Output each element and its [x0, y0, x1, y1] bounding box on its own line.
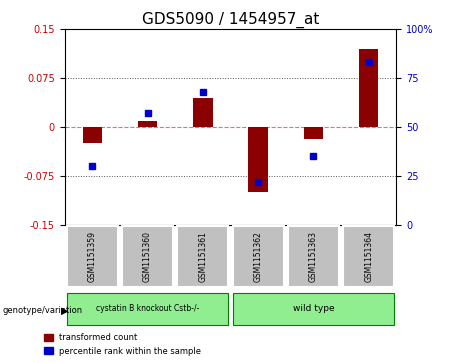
Bar — [67, 293, 228, 325]
Bar — [83, 127, 102, 143]
Bar — [359, 49, 378, 127]
Bar — [177, 226, 228, 287]
Text: wild type: wild type — [293, 304, 334, 313]
Bar — [138, 121, 157, 127]
Bar — [122, 226, 173, 287]
Text: GSM1151360: GSM1151360 — [143, 231, 152, 282]
Bar — [248, 127, 268, 192]
Text: ▶: ▶ — [61, 305, 68, 315]
Bar — [193, 98, 213, 127]
Bar — [67, 226, 118, 287]
Bar — [304, 127, 323, 139]
Bar — [233, 293, 394, 325]
Text: cystatin B knockout Cstb-/-: cystatin B knockout Cstb-/- — [96, 304, 199, 313]
Text: GSM1151364: GSM1151364 — [364, 231, 373, 282]
Text: GSM1151359: GSM1151359 — [88, 231, 97, 282]
Bar — [288, 226, 339, 287]
Text: GSM1151361: GSM1151361 — [198, 231, 207, 282]
Title: GDS5090 / 1454957_at: GDS5090 / 1454957_at — [142, 12, 319, 28]
Legend: transformed count, percentile rank within the sample: transformed count, percentile rank withi… — [41, 330, 205, 359]
Bar — [233, 226, 284, 287]
Bar — [343, 226, 394, 287]
Text: GSM1151362: GSM1151362 — [254, 231, 263, 282]
Text: GSM1151363: GSM1151363 — [309, 231, 318, 282]
Text: genotype/variation: genotype/variation — [2, 306, 83, 315]
